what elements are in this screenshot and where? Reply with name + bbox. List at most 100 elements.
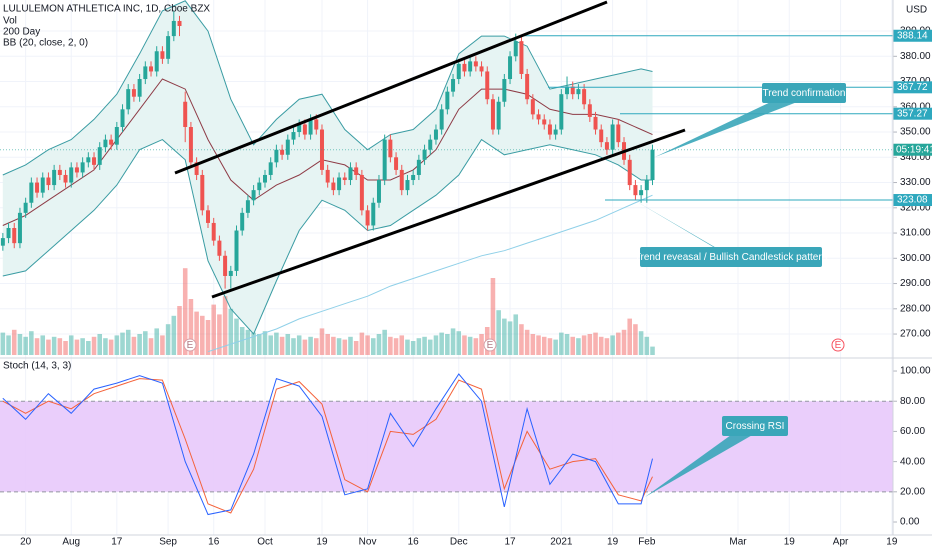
candle-body [490,99,495,130]
candle-body [80,162,85,173]
y-tick-label: 330.00 [900,177,931,188]
candle-body [365,210,370,226]
candle-body [177,20,182,27]
candle-body [547,124,552,135]
callout-pointer [634,200,737,261]
candle-body [462,63,467,72]
y-tick-label: 80.00 [900,396,925,407]
candle-body [188,127,193,163]
candle-body [468,61,473,72]
candle-body [137,79,142,97]
x-tick-label: Sep [159,537,177,548]
candle-body [473,61,478,67]
y-tick-label: 290.00 [900,278,931,289]
volume-bar [576,338,581,355]
volume-bar [325,334,330,355]
candle-body [388,139,393,158]
volume-bar [302,339,308,355]
volume-bar [217,314,222,355]
volume-bar [496,310,501,355]
trend-line [211,128,686,299]
x-tick-label: 19 [784,537,796,548]
x-tick-label: 16 [208,537,220,548]
candle-body [416,159,421,175]
candle-body [502,79,507,102]
volume-bar [296,335,302,355]
indicator-label: BB (20, close, 2, 0) [3,38,88,49]
volume-bar [650,346,655,355]
candle-body [262,174,267,183]
candle-body [576,89,581,95]
candle-body [553,129,558,135]
volume-bar [581,335,587,355]
candle-body [268,162,273,175]
volume-bar [285,334,291,355]
volume-bar [205,320,211,355]
stoch-k [2,373,653,516]
x-tick-label: 16 [408,537,420,548]
volume-bar [331,336,336,355]
candle-body [251,190,256,201]
volume-bar [604,338,610,355]
candle-body [325,169,330,183]
volume-bar [433,335,439,355]
candle-body [519,41,524,74]
volume-bar [182,268,188,355]
volume-bar [314,338,319,355]
stoch-band [0,401,893,492]
callout-pointer [645,422,761,497]
volume-bar [621,329,627,355]
volume-bar [524,329,530,355]
candle-body [0,238,5,246]
candle-body [92,157,97,165]
volume-bar [11,329,17,355]
volume-bar [393,338,399,355]
volume-bar [177,306,182,355]
volume-bar [627,318,632,355]
y-tick-label: 350.00 [900,127,931,138]
volume-bar [439,332,444,355]
candle-body [542,119,547,125]
candle-body [559,94,564,130]
candle-body [23,202,28,213]
volume-bar [154,328,159,355]
volume-bar [638,331,644,355]
y-tick-label: 310.00 [900,228,931,239]
candle-body [616,124,621,143]
candle-body [103,139,108,148]
volume-bar [0,332,6,355]
volume-bar [547,338,553,355]
y-tick-label: 60.00 [900,426,925,437]
volume-bar [57,338,63,355]
price-tag-label: 357.27 [897,108,928,119]
candle-body [211,222,216,241]
volume-bar [274,332,279,355]
candle-body [650,149,655,181]
candle-body [439,109,444,130]
price-tag-label: 388.14 [897,30,928,41]
candle-body [513,41,518,57]
y-tick-label: 270.00 [900,329,931,340]
candle-body [302,124,307,135]
candle-body [644,180,649,191]
candle-body [35,182,40,193]
candle-body [565,86,570,95]
callout-box [640,247,822,267]
candle-body [126,89,131,110]
y-tick-label: 280.00 [900,303,931,314]
volume-bar [644,336,650,355]
volume-bar [530,334,536,355]
volume-bar [222,296,228,355]
x-tick-label: Oct [257,537,273,548]
volume-bar [353,341,359,355]
earnings-label: E [835,340,842,351]
volume-bar [564,334,570,355]
volume-bar [125,329,131,355]
callout-box [722,416,788,436]
volume-bar [80,338,85,355]
callout-text: Trend confirmation [763,88,846,99]
candle-body [599,129,604,143]
candle-body [6,227,11,239]
volume-bar [171,315,177,355]
volume-bar [120,332,125,355]
